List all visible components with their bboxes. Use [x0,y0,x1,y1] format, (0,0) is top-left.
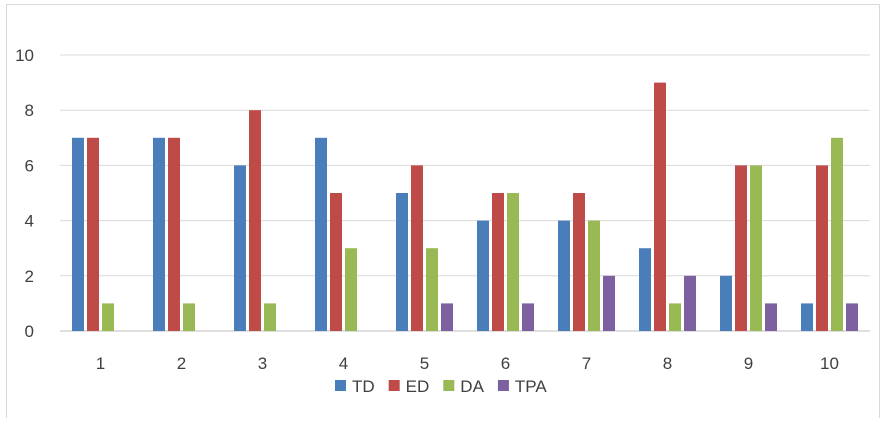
bar-td-2 [153,137,165,331]
bar-da-8 [669,303,681,331]
x-tick-label: 2 [177,354,186,373]
bar-tpa-8 [684,275,696,331]
bar-ed-4 [330,193,342,331]
y-tick-label: 2 [25,267,34,286]
bar-da-5 [426,248,438,331]
bar-td-9 [720,275,732,331]
legend-swatch-da [443,380,455,391]
bar-td-7 [558,220,570,331]
y-tick-label: 8 [25,101,34,120]
legend-swatch-ed [388,380,400,391]
x-tick-label: 5 [420,354,429,373]
y-tick-label: 10 [15,46,34,65]
legend-swatch-tpa [497,380,509,391]
x-tick-label: 3 [258,354,267,373]
legend-label-tpa: TPA [515,377,547,396]
bars [72,82,858,331]
y-tick-label: 6 [25,156,34,175]
bar-tpa-7 [603,275,615,331]
bar-ed-1 [87,137,99,331]
bar-td-3 [234,165,246,331]
bar-da-1 [102,303,114,331]
bar-da-3 [264,303,276,331]
legend-swatch-td [335,380,346,391]
x-tick-label: 6 [501,354,510,373]
legend-label-ed: ED [406,377,430,396]
bar-da-9 [750,165,762,331]
bar-tpa-6 [522,303,534,331]
bar-ed-5 [411,165,423,331]
bar-ed-6 [492,193,504,331]
bar-td-8 [639,248,651,331]
x-tick-label: 9 [744,354,753,373]
bar-td-5 [396,193,408,331]
bar-da-4 [345,248,357,331]
y-tick-label: 0 [25,322,34,341]
bar-td-10 [801,303,813,331]
x-tick-label: 7 [582,354,591,373]
bar-tpa-9 [765,303,777,331]
bar-da-2 [183,303,195,331]
bar-ed-3 [249,110,261,331]
bar-td-4 [315,137,327,331]
bar-ed-8 [654,82,666,331]
bar-da-6 [507,193,519,331]
bar-td-6 [477,220,489,331]
legend: TD ED DA TPA [335,377,547,396]
x-tick-label: 1 [96,354,105,373]
bar-ed-10 [816,165,828,331]
chart-frame [6,4,880,418]
legend-label-td: TD [352,377,375,396]
x-tick-label: 8 [663,354,672,373]
bar-ed-9 [735,165,747,331]
x-axis-ticks: 1 2 3 4 5 6 7 8 9 10 [96,354,839,373]
x-tick-label: 10 [820,354,839,373]
bar-tpa-5 [441,303,453,331]
bar-da-10 [831,137,843,331]
bar-ed-2 [168,137,180,331]
bar-tpa-10 [846,303,858,331]
bar-da-7 [588,220,600,331]
x-tick-label: 4 [339,354,348,373]
gridlines [60,54,870,332]
legend-label-da: DA [460,377,484,396]
y-tick-label: 4 [25,212,34,231]
y-axis-ticks: 0 2 4 6 8 10 [15,46,34,341]
bar-ed-7 [573,193,585,331]
bar-td-1 [72,137,84,331]
